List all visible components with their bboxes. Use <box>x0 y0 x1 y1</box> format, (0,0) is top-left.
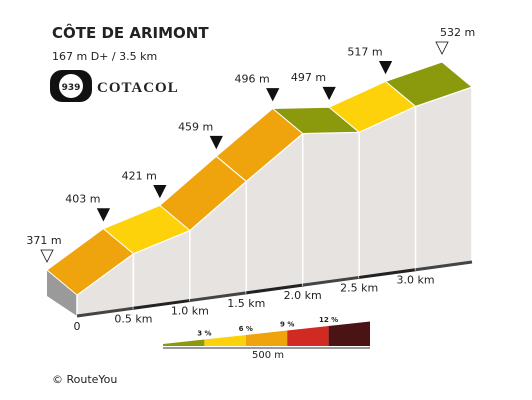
legend-swatch <box>287 326 329 346</box>
profile-wall <box>301 131 360 287</box>
x-tick-label: 0.5 km <box>114 312 152 325</box>
credit: © RouteYou <box>52 373 117 386</box>
ground <box>246 283 303 295</box>
elevation-label: 496 m <box>234 73 269 86</box>
ground <box>358 268 416 279</box>
x-tick-label: 2.0 km <box>284 289 322 302</box>
ground <box>302 275 360 287</box>
legend-swatch <box>245 330 288 346</box>
profile-wall <box>414 85 473 271</box>
elevation-marker <box>153 185 167 199</box>
elevation-label: 497 m <box>291 71 326 84</box>
legend-swatch <box>328 321 370 346</box>
x-tick-label: 1.0 km <box>171 305 209 318</box>
elevation-marker <box>435 41 449 55</box>
x-tick-label: 3.0 km <box>397 274 435 287</box>
logo-circle <box>59 74 83 98</box>
end-cap <box>47 270 77 316</box>
elevation-label: 371 m <box>26 234 61 247</box>
elevation-marker <box>266 88 280 102</box>
logo-name: COTACOL <box>97 80 179 96</box>
chart-title: CÔTE DE ARIMONT <box>52 23 209 42</box>
profile-segment <box>384 61 474 107</box>
elevation-label: 421 m <box>122 169 157 182</box>
x-tick-label: 0 <box>74 320 81 333</box>
elevation-marker <box>209 135 223 150</box>
logo-number: 939 <box>62 83 81 93</box>
elevation-marker <box>40 249 54 263</box>
legend-label: 9 % <box>280 321 294 329</box>
elevation-marker <box>378 60 393 75</box>
legend-swatch <box>204 335 246 346</box>
legend-scale: 500 m <box>252 350 284 361</box>
elevation-marker <box>322 86 336 101</box>
legend-swatch <box>163 339 205 346</box>
elevation-label: 532 m <box>440 26 475 39</box>
legend-label: 6 % <box>239 325 253 333</box>
ground <box>76 306 134 318</box>
x-tick-label: 2.5 km <box>340 281 378 294</box>
ground <box>415 260 473 272</box>
elevation-label: 517 m <box>347 45 382 58</box>
chart-subtitle: 167 m D+ / 3.5 km <box>52 50 157 63</box>
legend-label: 12 % <box>319 316 338 324</box>
elevation-marker <box>96 208 111 222</box>
legend-label: 3 % <box>197 330 211 338</box>
logo: 939 COTACOL <box>50 70 179 102</box>
elevation-label: 403 m <box>65 193 100 206</box>
x-tick-label: 1.5 km <box>227 297 265 310</box>
elevation-label: 459 m <box>178 120 213 133</box>
ground <box>133 299 191 310</box>
profile-wall <box>358 105 417 279</box>
ground <box>189 291 247 303</box>
